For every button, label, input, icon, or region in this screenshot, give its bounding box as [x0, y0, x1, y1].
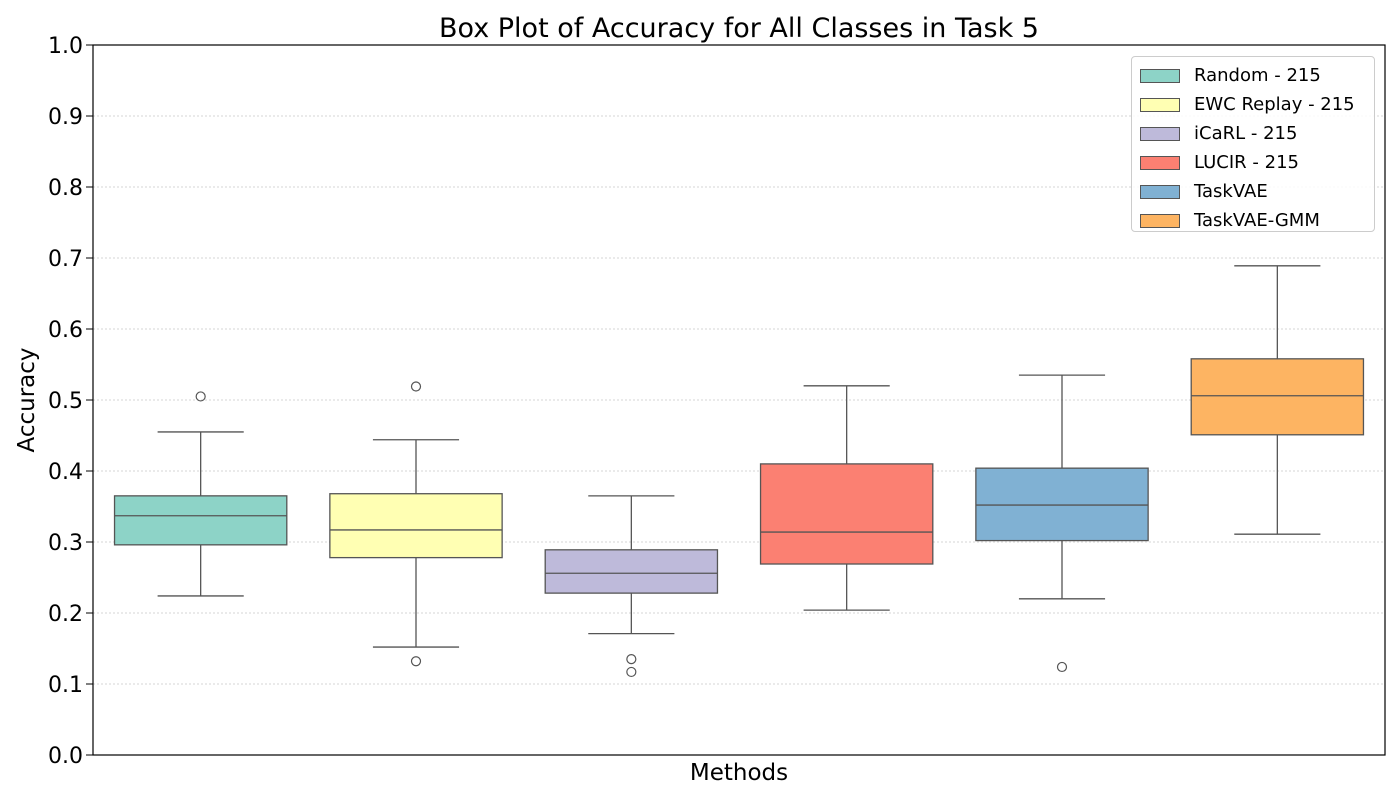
outlier-point [410, 656, 422, 667]
legend-swatch-random [1140, 68, 1180, 83]
iqr-box [544, 549, 719, 594]
outlier-point [626, 654, 637, 665]
legend-item: Random - 215 [1140, 61, 1374, 90]
boxes [113, 265, 1365, 678]
legend-swatch-taskvae-gmm [1140, 213, 1180, 228]
iqr-box [975, 467, 1149, 542]
legend-label: Random - 215 [1194, 65, 1321, 86]
legend-item: iCaRL - 215 [1140, 119, 1374, 148]
box-random-215 [113, 391, 288, 597]
iqr-box [113, 495, 288, 546]
legend-swatch-ewc-replay [1140, 97, 1180, 112]
legend-label: iCaRL - 215 [1194, 123, 1298, 144]
y-tick-label: 0.5 [48, 389, 83, 414]
legend-swatch-lucir [1140, 155, 1180, 170]
legend-swatch-icarl [1140, 126, 1180, 141]
legend-label: TaskVAE [1194, 181, 1268, 202]
box-icarl-215 [544, 495, 719, 678]
y-tick-label: 0.4 [48, 460, 83, 485]
y-axis-label: Accuracy [14, 347, 40, 452]
y-tick-label: 0.0 [48, 744, 83, 769]
y-axis-ticks: 0.0 0.1 0.2 0.3 0.4 0.5 0.6 0.7 0.8 0.9 1.0 [48, 34, 93, 769]
y-tick-label: 0.8 [48, 176, 83, 201]
y-tick-label: 1.0 [48, 34, 83, 59]
y-tick-label: 0.2 [48, 602, 83, 627]
legend-label: LUCIR - 215 [1194, 152, 1299, 173]
y-tick-label: 0.1 [48, 673, 83, 698]
legend-label: TaskVAE-GMM [1194, 210, 1320, 231]
iqr-box [759, 463, 934, 565]
y-tick-label: 0.6 [48, 318, 83, 343]
box-taskvae [975, 374, 1149, 673]
x-axis-label: Methods [690, 760, 788, 786]
legend-item: EWC Replay - 215 [1140, 90, 1374, 119]
outlier-point [195, 391, 206, 402]
legend: Random - 215 EWC Replay - 215 iCaRL - 21… [1131, 56, 1375, 232]
legend-item: TaskVAE [1140, 177, 1374, 206]
chart-title: Box Plot of Accuracy for All Classes in … [439, 13, 1039, 44]
box-ewc-replay-215 [329, 381, 503, 667]
outlier-point [626, 666, 637, 678]
legend-item: LUCIR - 215 [1140, 148, 1374, 177]
plot-frame [92, 44, 1386, 756]
y-tick-label: 0.3 [48, 531, 83, 556]
legend-label: EWC Replay - 215 [1194, 94, 1355, 115]
legend-swatch-taskvae [1140, 184, 1180, 199]
outlier-point [410, 381, 422, 392]
iqr-box [1190, 358, 1365, 436]
outlier-point [1056, 661, 1068, 673]
box-lucir-215 [759, 385, 934, 611]
y-tick-label: 0.7 [48, 247, 83, 272]
legend-item: TaskVAE-GMM [1140, 206, 1374, 235]
y-tick-label: 0.9 [48, 105, 83, 130]
box-taskvae-gmm [1190, 265, 1365, 535]
iqr-box [329, 493, 503, 559]
